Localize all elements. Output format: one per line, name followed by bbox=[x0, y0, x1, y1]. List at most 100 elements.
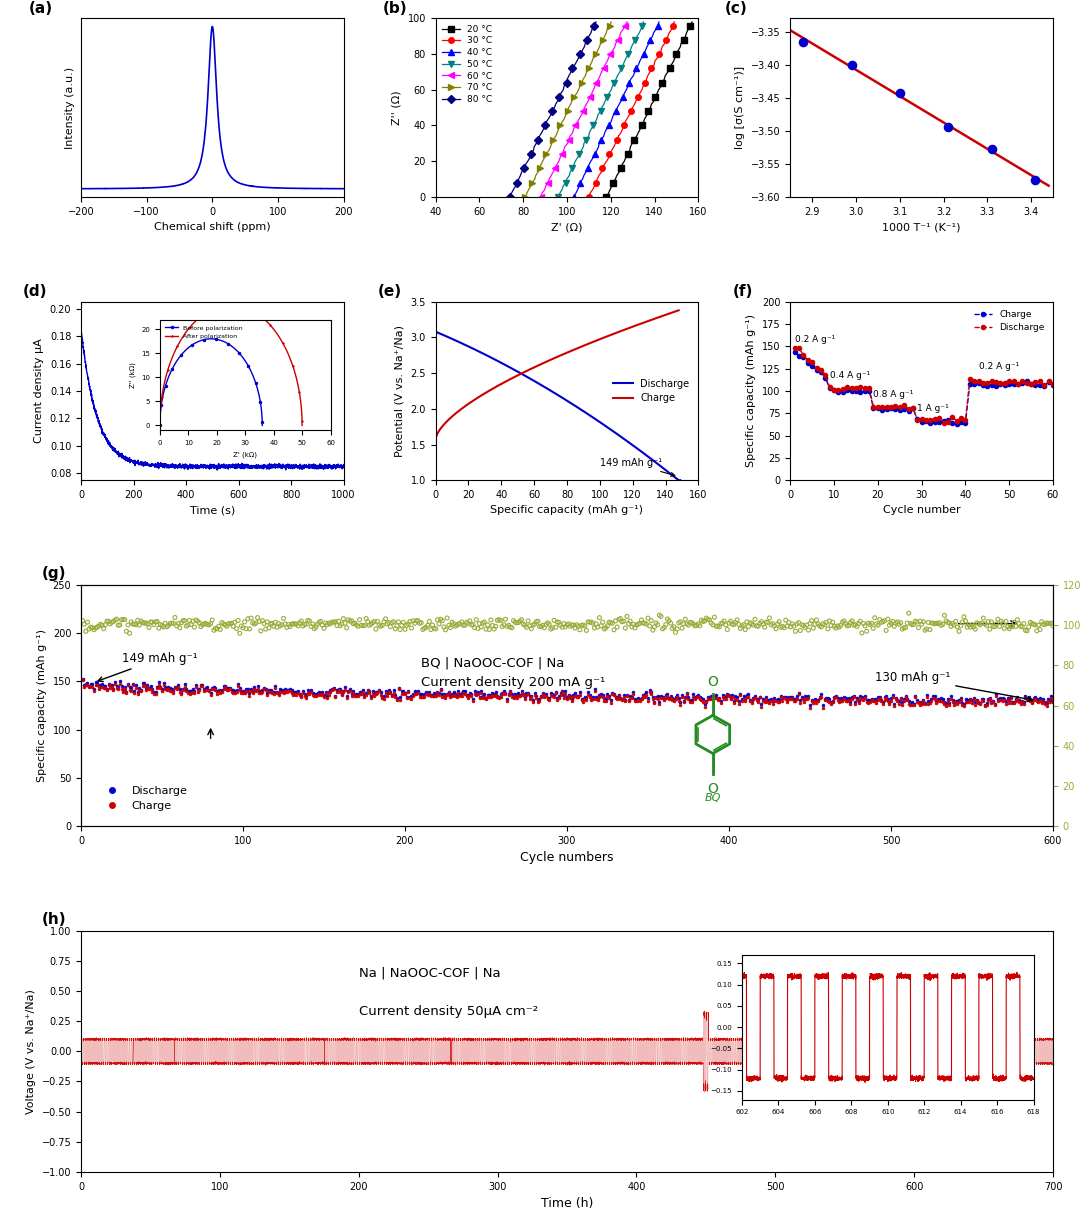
Discharge bbox=[647, 687, 664, 707]
Charge bbox=[378, 686, 395, 706]
50 °C bbox=[572, 147, 585, 162]
Charge bbox=[845, 687, 862, 707]
Point bbox=[811, 616, 828, 636]
Charge bbox=[131, 680, 148, 699]
Charge bbox=[814, 698, 832, 718]
Point bbox=[828, 616, 846, 636]
Discharge bbox=[1042, 686, 1059, 706]
Discharge bbox=[491, 685, 510, 704]
Charge bbox=[997, 694, 1014, 714]
40 °C bbox=[606, 110, 619, 125]
Charge bbox=[805, 693, 822, 713]
Discharge bbox=[346, 685, 363, 704]
Discharge bbox=[153, 679, 171, 698]
Discharge bbox=[545, 686, 563, 706]
Charge bbox=[578, 339, 591, 353]
Point bbox=[397, 616, 415, 636]
Charge bbox=[967, 694, 984, 714]
Point bbox=[870, 610, 888, 629]
Point bbox=[890, 615, 907, 634]
Charge bbox=[608, 688, 625, 708]
Discharge bbox=[564, 690, 581, 709]
60 °C bbox=[554, 150, 567, 164]
Point bbox=[832, 616, 849, 636]
Charge bbox=[247, 681, 265, 701]
Charge bbox=[795, 692, 812, 712]
80 °C bbox=[525, 147, 538, 162]
Discharge bbox=[294, 681, 311, 701]
Discharge bbox=[769, 690, 786, 709]
Discharge bbox=[174, 679, 192, 698]
Charge bbox=[1015, 693, 1032, 713]
Charge bbox=[681, 692, 699, 712]
Charge bbox=[1047, 378, 1059, 393]
Point bbox=[613, 612, 631, 632]
Point bbox=[741, 612, 758, 632]
70 °C bbox=[566, 93, 579, 108]
Point bbox=[899, 614, 916, 633]
60 °C bbox=[619, 18, 632, 33]
50 °C bbox=[626, 36, 639, 50]
80 °C bbox=[524, 150, 537, 164]
Discharge bbox=[775, 687, 793, 707]
Discharge bbox=[626, 690, 644, 709]
Point bbox=[472, 617, 489, 637]
20 °C bbox=[642, 104, 654, 119]
Discharge bbox=[427, 685, 444, 704]
Charge bbox=[188, 677, 205, 697]
30 °C bbox=[610, 133, 623, 147]
Charge bbox=[495, 683, 512, 703]
Point bbox=[503, 618, 521, 638]
Discharge bbox=[289, 681, 307, 701]
Discharge bbox=[570, 686, 588, 706]
Charge bbox=[289, 682, 307, 702]
Discharge bbox=[488, 686, 505, 706]
Point bbox=[312, 611, 329, 631]
Charge bbox=[406, 683, 423, 703]
Discharge bbox=[993, 688, 1010, 708]
Charge bbox=[305, 685, 322, 704]
Point bbox=[174, 611, 192, 631]
Discharge bbox=[170, 676, 187, 696]
Point bbox=[558, 615, 576, 634]
Line: 40 °C: 40 °C bbox=[571, 20, 662, 200]
Charge bbox=[732, 686, 750, 706]
30 °C bbox=[648, 58, 661, 72]
Discharge bbox=[234, 681, 252, 701]
30 °C bbox=[583, 187, 596, 201]
Charge bbox=[915, 692, 932, 712]
Charge bbox=[870, 688, 888, 708]
Charge bbox=[448, 687, 465, 707]
Charge bbox=[819, 691, 836, 710]
Discharge bbox=[313, 682, 330, 702]
Discharge bbox=[786, 690, 804, 709]
60 °C bbox=[567, 121, 580, 136]
Charge bbox=[744, 690, 761, 709]
Charge bbox=[403, 688, 420, 708]
Discharge bbox=[526, 683, 543, 703]
Charge bbox=[119, 676, 136, 696]
Point bbox=[579, 612, 596, 632]
Point bbox=[348, 615, 365, 634]
Point bbox=[131, 615, 148, 634]
Point bbox=[874, 612, 891, 632]
Point bbox=[205, 621, 222, 640]
Charge bbox=[595, 691, 612, 710]
Discharge bbox=[683, 691, 700, 710]
Charge bbox=[564, 692, 581, 712]
Discharge bbox=[607, 687, 624, 707]
Discharge bbox=[549, 687, 566, 707]
Discharge bbox=[669, 686, 686, 706]
Charge bbox=[232, 683, 249, 703]
Charge bbox=[368, 683, 386, 703]
Discharge bbox=[121, 677, 138, 697]
Charge bbox=[215, 680, 232, 699]
Point bbox=[195, 614, 213, 633]
Charge bbox=[756, 692, 773, 712]
Discharge bbox=[171, 680, 189, 699]
Point bbox=[779, 616, 796, 636]
60 °C bbox=[598, 58, 611, 72]
Point bbox=[973, 614, 990, 633]
Discharge bbox=[448, 685, 465, 704]
Charge bbox=[766, 691, 783, 710]
